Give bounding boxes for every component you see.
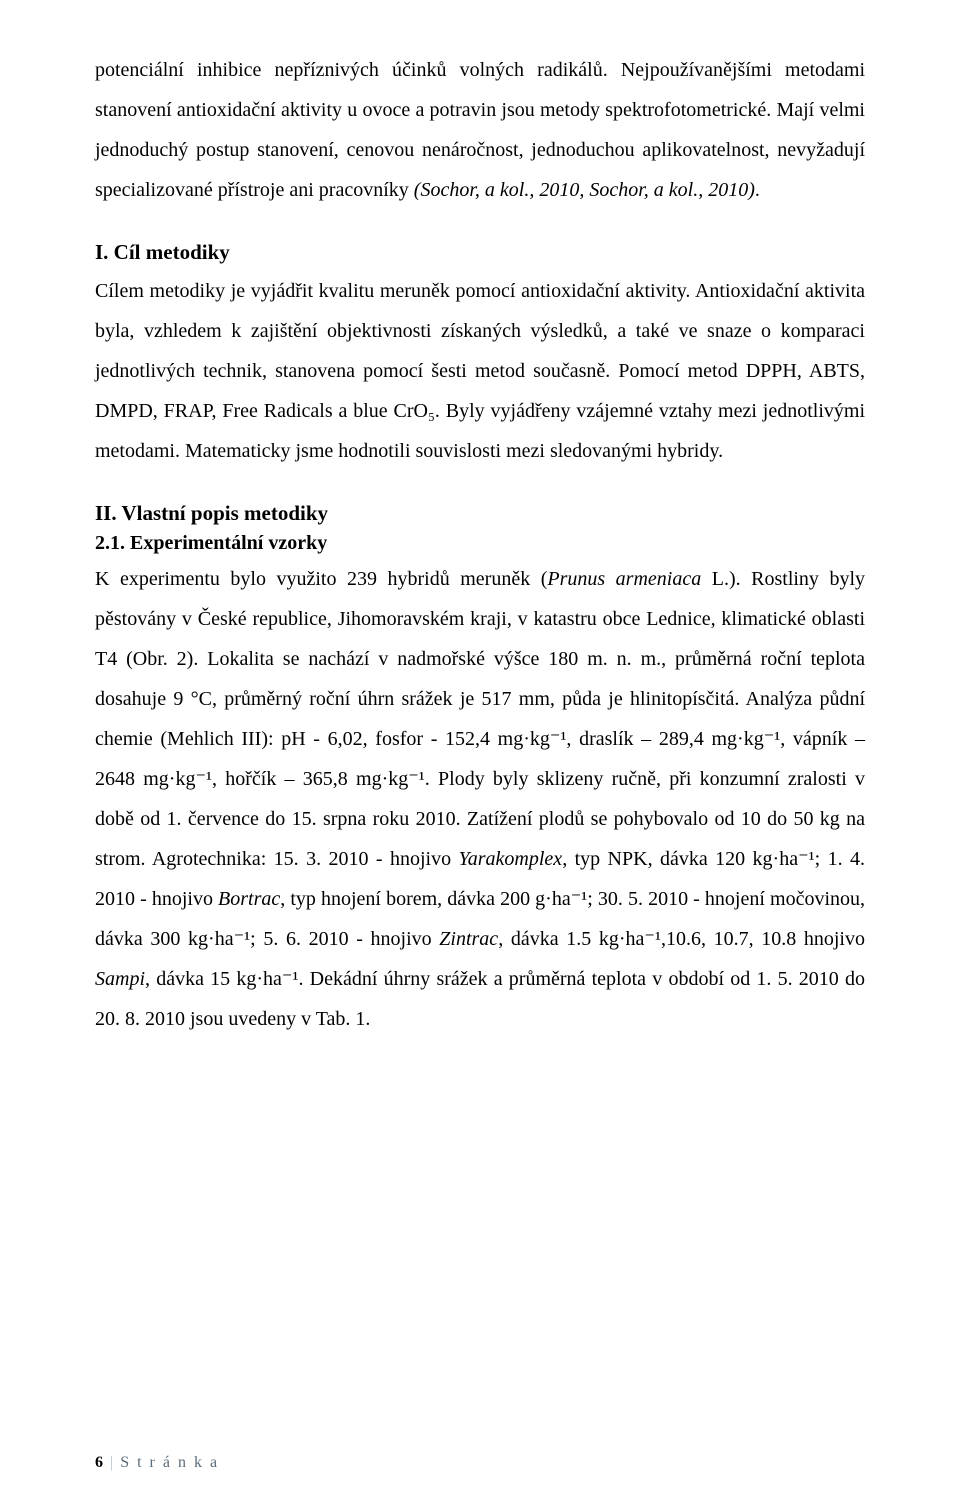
text: L.). Rostliny byly pěstovány v České rep… <box>95 568 865 870</box>
text: Cílem metodiky je vyjádřit kvalitu merun… <box>95 280 865 462</box>
footer-separator: | <box>106 1454 117 1471</box>
paragraph-intro: potenciální inhibice nepříznivých účinků… <box>95 50 865 210</box>
fertilizer-name: Zintrac <box>439 928 498 950</box>
footer-label: S t r á n k a <box>120 1454 219 1471</box>
paragraph-methodology-goal: Cílem metodiky je vyjádřit kvalitu merun… <box>95 271 865 471</box>
fertilizer-name: Bortrac <box>218 888 280 910</box>
heading-2: II. Vlastní popis metodiky <box>95 501 865 526</box>
text: K experimentu bylo využito 239 hybridů m… <box>95 568 547 590</box>
text: , dávka 15 kg·ha⁻¹. Dekádní úhrny srážek… <box>95 968 865 1030</box>
text: , dávka 1.5 kg·ha⁻¹,10.6, 10.7, 10.8 hno… <box>498 928 865 950</box>
species-name: Prunus armeniaca <box>547 568 701 590</box>
paragraph-experimental-samples: K experimentu bylo využito 239 hybridů m… <box>95 559 865 1039</box>
subheading-2-1: 2.1. Experimentální vzorky <box>95 532 865 555</box>
heading-1: I. Cíl metodiky <box>95 240 865 265</box>
text: . <box>755 179 760 201</box>
fertilizer-name: Sampi <box>95 968 145 990</box>
page-footer: 6 | S t r á n k a <box>95 1454 219 1472</box>
citation: (Sochor, a kol., 2010, Sochor, a kol., 2… <box>414 179 755 201</box>
fertilizer-name: Yarakomplex <box>458 848 562 870</box>
page: potenciální inhibice nepříznivých účinků… <box>0 0 960 1508</box>
page-number: 6 <box>95 1454 103 1471</box>
